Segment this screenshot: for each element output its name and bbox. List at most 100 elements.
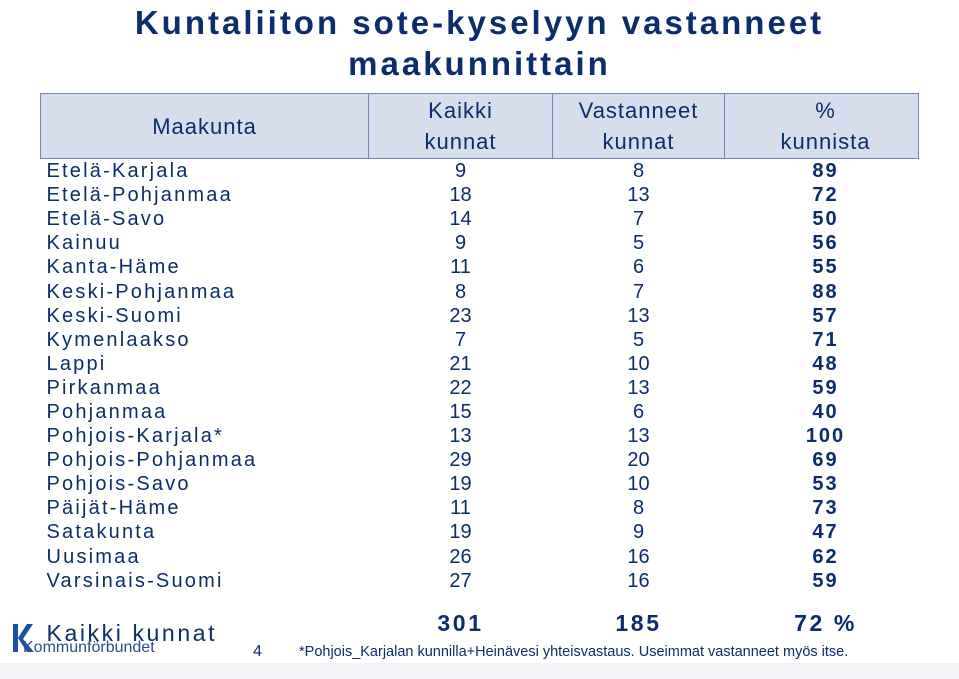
percent-responded: 48 (812, 352, 839, 375)
region-name: Uusimaa (46, 545, 141, 568)
all-municipalities: 18 (449, 184, 472, 207)
table-row: Varsinais-Suomi 27 16 59 (41, 569, 919, 593)
table-header-row: Maakunta Kaikki kunnat Vastanneet kunnat… (40, 93, 919, 159)
total-responded: 185 (615, 609, 662, 636)
percent-responded: 53 (812, 473, 839, 496)
table-row: Etelä-Savo 14 7 50 (41, 207, 919, 231)
region-name: Pohjois-Savo (46, 473, 191, 496)
percent-responded: 59 (812, 569, 839, 592)
region-name: Kanta-Häme (46, 256, 181, 279)
responded-municipalities: 13 (627, 376, 650, 399)
logo-text: Kommunförbundet (23, 639, 155, 656)
region-name: Päijät-Häme (46, 497, 181, 520)
all-municipalities: 8 (454, 280, 467, 303)
header-responded-municipalities: Vastanneet kunnat (552, 93, 725, 159)
all-municipalities: 19 (449, 521, 472, 544)
percent-responded: 89 (812, 160, 839, 183)
responded-municipalities: 13 (627, 184, 650, 207)
region-name: Etelä-Pohjanmaa (46, 184, 233, 207)
responded-municipalities: 10 (627, 352, 650, 375)
table-row: Pohjanmaa 15 6 40 (41, 400, 919, 424)
regions-table: Maakunta Kaikki kunnat Vastanneet kunnat… (40, 93, 919, 645)
region-name: Pohjanmaa (46, 400, 168, 423)
all-municipalities: 22 (449, 376, 472, 399)
all-municipalities: 27 (449, 569, 472, 592)
kuntaliitto-logo-icon (13, 624, 34, 652)
responded-municipalities: 9 (632, 521, 645, 544)
percent-responded: 57 (812, 304, 839, 327)
all-municipalities: 19 (449, 473, 472, 496)
region-name: Pirkanmaa (46, 376, 162, 399)
percent-responded: 73 (812, 497, 839, 520)
responded-municipalities: 16 (627, 569, 650, 592)
page-number: 4 (253, 643, 262, 660)
region-name: Lappi (46, 352, 107, 375)
all-municipalities: 9 (454, 160, 467, 183)
all-municipalities: 9 (454, 232, 467, 255)
total-percent: 72 % (794, 609, 857, 636)
percent-responded: 72 (812, 184, 839, 207)
all-municipalities: 21 (449, 352, 472, 375)
percent-responded: 55 (812, 256, 839, 279)
all-municipalities: 11 (450, 256, 471, 279)
all-municipalities: 26 (449, 545, 472, 568)
table-row: Kainuu 9 5 56 (41, 231, 919, 255)
table-row: Etelä-Pohjanmaa 18 13 72 (41, 183, 919, 207)
responded-municipalities: 5 (632, 328, 645, 351)
region-name: Pohjois-Karjala* (46, 425, 224, 448)
region-name: Satakunta (46, 521, 157, 544)
all-municipalities: 11 (450, 497, 471, 520)
all-municipalities: 13 (449, 425, 472, 448)
all-municipalities: 29 (449, 449, 472, 472)
responded-municipalities: 8 (632, 160, 645, 183)
all-municipalities: 23 (449, 304, 472, 327)
table-row: Keski-Suomi 23 13 57 (41, 304, 919, 328)
responded-municipalities: 10 (627, 473, 650, 496)
percent-responded: 62 (812, 545, 839, 568)
region-name: Etelä-Savo (46, 208, 167, 231)
table-row: Lappi 21 10 48 (41, 352, 919, 376)
responded-municipalities: 7 (632, 208, 645, 231)
region-name: Kymenlaakso (46, 328, 191, 351)
all-municipalities: 15 (449, 400, 472, 423)
responded-municipalities: 13 (627, 425, 650, 448)
title-line-1: Kuntaliiton sote-kyselyyn vastanneet (134, 4, 825, 41)
region-name: Keski-Pohjanmaa (46, 280, 237, 303)
table-row: Päijät-Häme 11 8 73 (41, 496, 919, 520)
table-row: Uusimaa 26 16 62 (41, 545, 919, 569)
table-row: Kanta-Häme 11 6 55 (41, 255, 919, 279)
header-all-municipalities: Kaikki kunnat (368, 93, 553, 159)
footnote: *Pohjois_Karjalan kunnilla+Heinävesi yht… (299, 644, 849, 660)
responded-municipalities: 13 (627, 304, 650, 327)
table-row: Pohjois-Savo 19 10 53 (41, 472, 919, 496)
responded-municipalities: 8 (632, 497, 645, 520)
table-row: Kymenlaakso 7 5 71 (41, 328, 919, 352)
footer-band (0, 663, 959, 679)
percent-responded: 100 (805, 425, 846, 448)
region-name: Kainuu (46, 232, 122, 255)
region-name: Keski-Suomi (46, 304, 183, 327)
table-row: Keski-Pohjanmaa 8 7 88 (41, 279, 919, 303)
percent-responded: 47 (812, 521, 839, 544)
responded-municipalities: 16 (627, 545, 650, 568)
percent-responded: 50 (812, 208, 839, 231)
region-name: Varsinais-Suomi (46, 569, 224, 592)
table-row: Satakunta 19 9 47 (41, 520, 919, 544)
percent-responded: 69 (812, 449, 839, 472)
table-row: Pohjois-Karjala* 13 13 100 (41, 424, 919, 448)
header-region: Maakunta (40, 93, 369, 159)
percent-responded: 71 (812, 328, 839, 351)
responded-municipalities: 6 (632, 256, 645, 279)
percent-responded: 59 (812, 376, 839, 399)
region-name: Etelä-Karjala (46, 160, 190, 183)
table-row: Etelä-Karjala 9 8 89 (41, 159, 919, 184)
all-municipalities: 7 (454, 328, 467, 351)
percent-responded: 88 (812, 280, 839, 303)
total-all: 301 (437, 609, 484, 636)
header-percent: % kunnista (724, 93, 919, 159)
percent-responded: 56 (812, 232, 839, 255)
percent-responded: 40 (812, 400, 839, 423)
all-municipalities: 14 (449, 208, 472, 231)
title-line-2: maakunnittain (348, 45, 611, 82)
responded-municipalities: 5 (632, 232, 645, 255)
